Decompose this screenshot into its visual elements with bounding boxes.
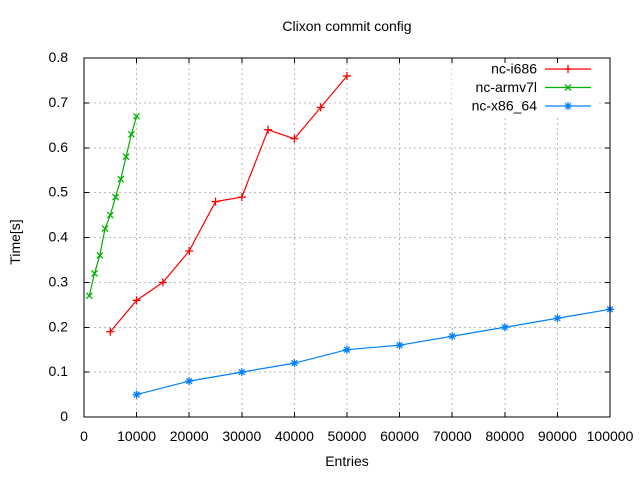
- series-nc-armv7l: [85, 112, 141, 300]
- y-tick-label: 0.1: [49, 363, 69, 379]
- x-tick-label: 40000: [275, 428, 314, 444]
- legend-label: nc-armv7l: [476, 79, 537, 95]
- y-tick-label: 0.4: [49, 229, 69, 245]
- x-tick-label: 100000: [587, 428, 634, 444]
- series-markers-nc-armv7l: [85, 112, 141, 300]
- series-line-nc-i686: [109, 75, 348, 333]
- series-line-nc-armv7l: [88, 116, 138, 296]
- legend-label: nc-i686: [491, 61, 537, 77]
- y-axis-label: Time[s]: [7, 219, 23, 264]
- x-tick-label: 90000: [538, 428, 577, 444]
- x-tick-label: 20000: [170, 428, 209, 444]
- legend-marker-cross: [564, 84, 572, 91]
- y-tick-label: 0.6: [49, 139, 69, 155]
- x-tick-label: 30000: [222, 428, 261, 444]
- legend-marker-plus: [564, 65, 572, 73]
- y-tick-label: 0.8: [49, 49, 69, 65]
- chart-title: Clixon commit config: [282, 18, 411, 34]
- y-tick-label: 0: [60, 408, 68, 424]
- axis-ticks: [83, 57, 611, 418]
- x-tick-label: 50000: [328, 428, 367, 444]
- series-markers-nc-x86_64: [132, 305, 614, 399]
- series-nc-x86_64: [132, 305, 614, 399]
- series-line-nc-x86_64: [136, 308, 611, 396]
- tick-labels: 0 10000 20000 30000 40000 50000 60000 70000 8000…: [49, 49, 634, 444]
- legend-entry-nc-armv7l: nc-armv7l: [476, 79, 591, 95]
- x-tick-label: 70000: [433, 428, 472, 444]
- y-tick-label: 0.5: [49, 184, 69, 200]
- y-tick-label: 0.3: [49, 273, 69, 289]
- series-nc-i686: [106, 71, 351, 336]
- x-tick-label: 80000: [485, 428, 524, 444]
- legend-label: nc-x86_64: [472, 98, 538, 114]
- legend-entry-nc-i686: nc-i686: [491, 61, 591, 77]
- x-tick-label: 60000: [380, 428, 419, 444]
- data-series: [85, 71, 614, 399]
- legend-background: [452, 61, 598, 117]
- series-markers-nc-i686: [106, 71, 351, 336]
- x-axis-label: Entries: [325, 453, 369, 469]
- legend: nc-i686 nc-armv7l nc-x86_64: [452, 61, 598, 117]
- y-tick-label: 0.2: [49, 318, 69, 334]
- legend-entry-nc-x86_64: nc-x86_64: [472, 98, 591, 114]
- y-tick-label: 0.7: [49, 94, 69, 110]
- legend-marker-asterisk: [564, 102, 572, 110]
- x-tick-label: 0: [80, 428, 88, 444]
- x-tick-label: 10000: [117, 428, 156, 444]
